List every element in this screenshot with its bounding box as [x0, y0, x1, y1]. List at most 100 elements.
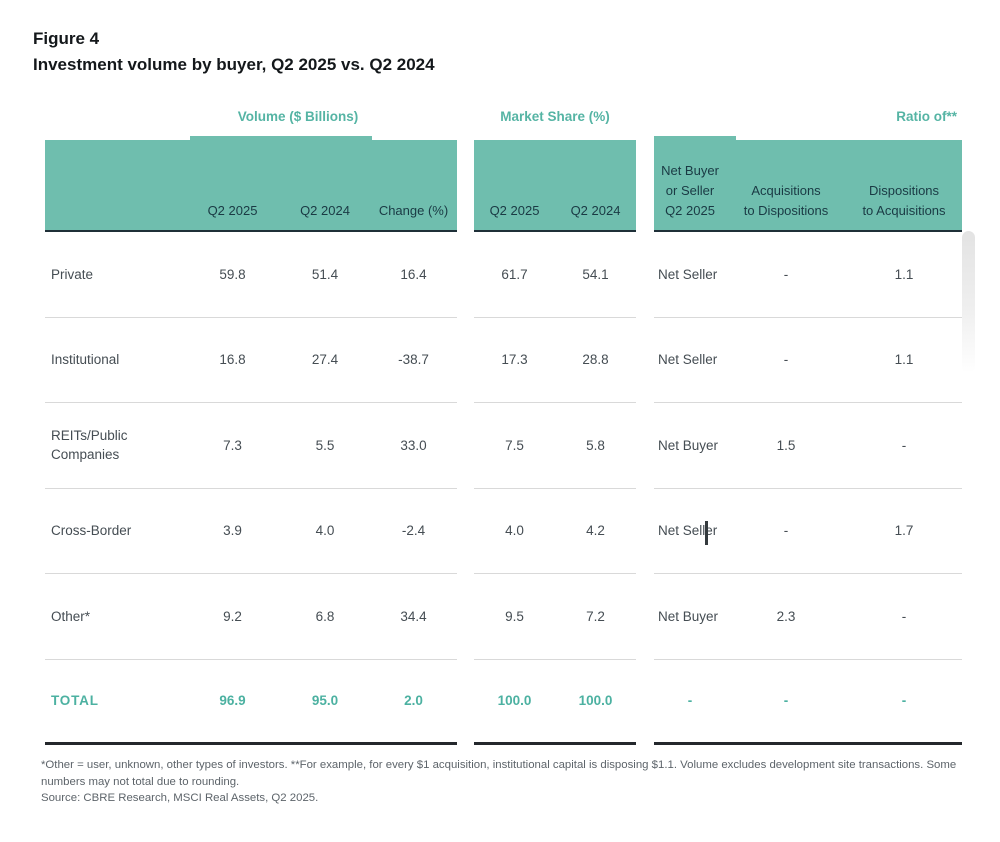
value-cell: 2.3: [776, 608, 796, 624]
row-label-header: [45, 221, 185, 230]
table-row-cross-border: Net Seller - 1.7: [654, 489, 962, 574]
row-label: Other*: [51, 608, 91, 624]
footnotes: *Other = user, unknown, other types of i…: [41, 757, 971, 807]
row-label: Institutional: [51, 352, 120, 368]
value-cell: 4.0: [315, 523, 335, 539]
value-cell: -: [901, 693, 907, 709]
volume-header-band: Q2 2025 Q2 2024 Change (%): [45, 136, 457, 232]
value-cell: 33.0: [400, 437, 427, 453]
volume-group-header: Volume ($ Billions): [237, 109, 359, 124]
value-cell: 16.4: [400, 266, 427, 282]
table-row-cross-border: 4.0 4.2: [474, 489, 636, 574]
table-row-private: 61.7 54.1: [474, 232, 636, 318]
value-cell: 9.2: [223, 608, 242, 624]
value-cell: 27.4: [311, 352, 339, 368]
volume-section: Q2 2025 Q2 2024 Change (%) Private 59.8 …: [45, 136, 457, 745]
col-header-volume-change: Change (%): [378, 203, 449, 218]
value-cell: 5.5: [315, 437, 335, 453]
ratio-section: Net Buyer or Seller Q2 2025 Acquisitions…: [654, 136, 962, 745]
value-cell: -: [687, 693, 693, 709]
ratio-header-band: Net Buyer or Seller Q2 2025 Acquisitions…: [654, 136, 962, 232]
market-share-section: Q2 2025 Q2 2024 61.7 54.1 17.3 28.8 7.5 …: [474, 140, 636, 745]
col-header-volume-q2-2024: Q2 2024: [300, 203, 350, 218]
value-cell: 59.8: [219, 266, 246, 282]
value-cell: 96.9: [219, 693, 246, 709]
table-row-reits: Net Buyer 1.5 -: [654, 403, 962, 489]
value-cell: 2.0: [404, 693, 423, 709]
value-cell: 6.8: [315, 608, 335, 624]
market-share-header-band: Q2 2025 Q2 2024: [474, 140, 636, 232]
market-share-group-header: Market Share (%): [500, 109, 610, 124]
table-row-reits: 7.5 5.8: [474, 403, 636, 489]
header-band-step: [190, 136, 372, 140]
value-cell: 1.1: [894, 352, 914, 368]
value-cell: 95.0: [311, 693, 339, 709]
value-cell: 54.1: [582, 266, 609, 282]
header-band-step: [654, 136, 736, 140]
table-row-other: Other* 9.2 6.8 34.4: [45, 574, 457, 660]
table-row-total: 100.0 100.0: [474, 660, 636, 745]
total-label: TOTAL: [51, 693, 99, 709]
figure-title: Investment volume by buyer, Q2 2025 vs. …: [33, 55, 435, 74]
row-label: Private: [51, 266, 94, 282]
value-cell: 7.5: [505, 437, 524, 453]
value-cell: -: [901, 437, 907, 453]
value-cell: -: [783, 693, 789, 709]
footnote-line: *Other = user, unknown, other types of i…: [41, 759, 957, 771]
table-row-private: Net Seller - 1.1: [654, 232, 962, 318]
value-cell: 28.8: [582, 352, 609, 368]
table-row-institutional: Net Seller - 1.1: [654, 318, 962, 403]
value-cell: 7.3: [223, 437, 242, 453]
col-header-disp-to-acq: Dispositions to Acquisitions: [862, 183, 946, 218]
value-cell: 4.2: [586, 523, 605, 539]
value-cell: 1.5: [776, 437, 796, 453]
value-cell: -: [783, 523, 789, 539]
table-row-total: TOTAL 96.9 95.0 2.0: [45, 660, 457, 745]
text-cursor: [705, 521, 708, 545]
value-cell: 100.0: [578, 693, 613, 709]
scrollbar-thumb[interactable]: [962, 231, 975, 373]
value-cell: Net Seller: [658, 352, 718, 368]
value-cell: 1.1: [894, 266, 914, 282]
table-row-reits: REITs/Public Companies 7.3 5.5 33.0: [45, 403, 457, 489]
value-cell: 3.9: [223, 523, 242, 539]
value-cell: 34.4: [400, 608, 427, 624]
figure-title-block: Figure 4 Investment volume by buyer, Q2 …: [33, 26, 435, 78]
value-cell: -: [783, 266, 789, 282]
table-row-other: 9.5 7.2: [474, 574, 636, 660]
value-cell: Net Seller: [658, 266, 718, 282]
table-row-other: Net Buyer 2.3 -: [654, 574, 962, 660]
table-row-institutional: 17.3 28.8: [474, 318, 636, 403]
footnote-line: Source: CBRE Research, MSCI Real Assets,…: [41, 792, 319, 804]
col-header-volume-q2-2025: Q2 2025: [207, 203, 258, 218]
figure-label: Figure 4: [33, 29, 100, 48]
value-cell: Net Buyer: [658, 608, 719, 624]
value-cell: 1.7: [894, 523, 914, 539]
table-row-total: - - -: [654, 660, 962, 745]
ratio-group-header: Ratio of**: [896, 109, 957, 124]
col-header-share-q2-2024: Q2 2024: [570, 203, 621, 218]
col-header-acq-to-disp: Acquisitions to Dispositions: [743, 183, 829, 218]
value-cell: 51.4: [311, 266, 339, 282]
row-label: Cross-Border: [51, 523, 132, 539]
value-cell: 9.5: [505, 608, 524, 624]
value-cell: 17.3: [501, 352, 528, 368]
value-cell: Net Seller: [658, 523, 718, 539]
value-cell: 16.8: [219, 352, 246, 368]
value-cell: 61.7: [501, 266, 528, 282]
value-cell: 4.0: [505, 523, 524, 539]
table-row-cross-border: Cross-Border 3.9 4.0 -2.4: [45, 489, 457, 574]
footnote-line: numbers may not total due to rounding.: [41, 775, 240, 788]
table-row-private: Private 59.8 51.4 16.4: [45, 232, 457, 318]
col-header-share-q2-2025: Q2 2025: [489, 203, 540, 218]
value-cell: -: [901, 608, 907, 624]
value-cell: Net Buyer: [658, 437, 719, 453]
value-cell: 100.0: [497, 693, 532, 709]
table-row-institutional: Institutional 16.8 27.4 -38.7: [45, 318, 457, 403]
value-cell: -2.4: [401, 523, 426, 539]
row-label: REITs/Public Companies: [51, 428, 128, 463]
col-header-net-buyer-or-seller: Net Buyer or Seller Q2 2025: [661, 163, 719, 218]
value-cell: -: [783, 352, 789, 368]
value-cell: 7.2: [586, 608, 605, 624]
value-cell: -38.7: [398, 352, 429, 368]
